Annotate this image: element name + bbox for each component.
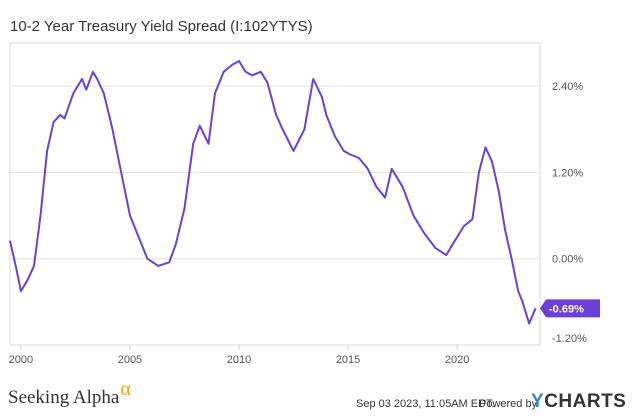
plot-frame — [9, 42, 541, 346]
last-value-label: -0.69% — [549, 303, 584, 315]
x-tick-label: 2005 — [118, 354, 142, 366]
ycharts-logo: YCHARTS — [531, 391, 626, 413]
alpha-icon: α — [120, 378, 131, 400]
last-value-flag: -0.69% — [540, 299, 600, 318]
ycharts-wordmark: CHARTS — [544, 391, 627, 412]
x-tick-label: 2000 — [9, 354, 33, 366]
x-tick-label: 2020 — [445, 354, 469, 366]
chart-title: 10-2 Year Treasury Yield Spread (I:102YT… — [10, 18, 313, 35]
timestamp: Sep 03 2023, 11:05AM EDT. — [356, 398, 495, 410]
series-line — [9, 60, 537, 325]
seeking-alpha-logo: Seeking Alphaα — [8, 378, 131, 409]
powered-by-text: Powered by — [479, 398, 538, 410]
brand-text: Seeking Alpha — [8, 387, 120, 408]
x-tick-label: 2015 — [336, 354, 360, 366]
x-tick-label: 2010 — [227, 354, 251, 366]
y-tick-label: 2.40% — [552, 81, 583, 93]
y-tick-label: 0.00% — [552, 254, 583, 266]
y-tick-label: -1.20% — [552, 333, 587, 345]
ycharts-y-mark: Y — [531, 391, 545, 412]
y-tick-label: 1.20% — [552, 167, 583, 179]
